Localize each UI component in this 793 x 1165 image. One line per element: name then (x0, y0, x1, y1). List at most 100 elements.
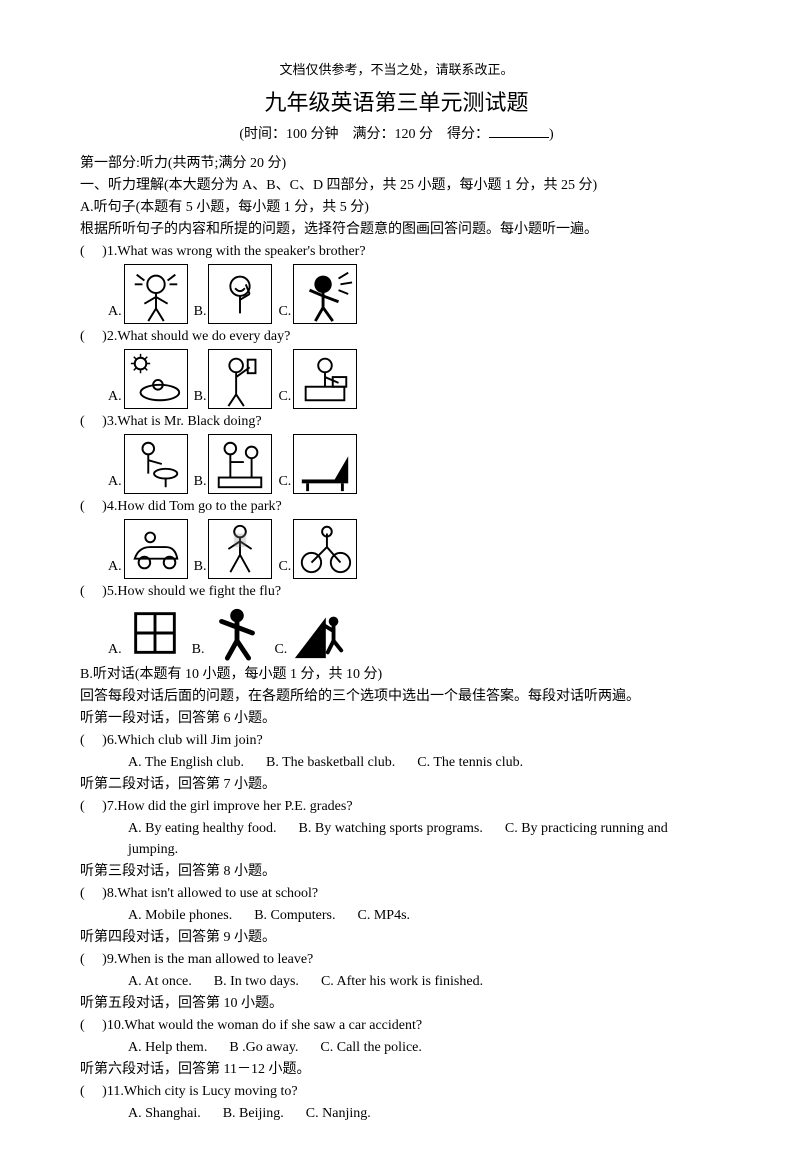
option-label: A. (108, 301, 122, 324)
exercise-icon (206, 604, 268, 662)
dialog-option[interactable]: A. By eating healthy food. (128, 821, 277, 836)
picture-option[interactable]: C. (278, 264, 357, 324)
dialog-option[interactable]: C. The tennis club. (417, 755, 523, 770)
option-label: B. (194, 386, 207, 409)
picture-option[interactable]: C. (278, 349, 357, 409)
answer-blank[interactable] (85, 883, 103, 904)
answer-blank[interactable] (85, 411, 103, 432)
answer-blank[interactable] (85, 496, 103, 517)
document-subtitle: (时间：100 分钟 满分：120 分 得分：) (80, 123, 713, 145)
by-bike-icon (293, 519, 357, 579)
picture-question: ( )5.How should we fight the flu? (80, 581, 713, 602)
question-text: )6.Which club will Jim join? (102, 733, 263, 748)
angry-icon (293, 264, 357, 324)
option-label: B. (194, 556, 207, 579)
picture-option[interactable]: B. (194, 434, 273, 494)
picture-option[interactable]: C. (278, 434, 357, 494)
dialog-options: A. By eating healthy food. B. By watching… (80, 818, 713, 860)
question-text: )3.What is Mr. Black doing? (102, 414, 261, 429)
option-label: C. (278, 556, 291, 579)
option-label: A. (108, 639, 122, 662)
picture-option[interactable]: A. (108, 264, 188, 324)
answer-blank[interactable] (85, 326, 103, 347)
answer-blank[interactable] (85, 241, 103, 262)
question-text: )7.How did the girl improve her P.E. gra… (102, 799, 352, 814)
part-a-intro3: 根据所听句子的内容和所提的问题，选择符合题意的图画回答问题。每小题听一遍。 (80, 219, 713, 240)
question-text: )5.How should we fight the flu? (102, 584, 281, 599)
cooking-icon (124, 434, 188, 494)
dialog-option[interactable]: A. At once. (128, 974, 192, 989)
picture-option[interactable]: A. (108, 434, 188, 494)
section1-heading: 第一部分:听力(共两节;满分 20 分) (80, 153, 713, 174)
picture-option[interactable]: C. (274, 604, 351, 662)
read-book-icon (293, 349, 357, 409)
dialog-option[interactable]: B. The basketball club. (266, 755, 395, 770)
dialog-option[interactable]: B. Computers. (254, 908, 335, 923)
dialog-question: ( )6.Which club will Jim join? (80, 730, 713, 751)
dialog-option[interactable]: B. In two days. (214, 974, 299, 989)
dialog-question: ( )7.How did the girl improve her P.E. g… (80, 796, 713, 817)
picture-option[interactable]: C. (278, 519, 357, 579)
dialog-option[interactable]: C. After his work is finished. (321, 974, 483, 989)
option-label: C. (278, 386, 291, 409)
disclaimer-text: 文档仅供参考，不当之处，请联系改正。 (80, 60, 713, 80)
drink-water-icon (208, 349, 272, 409)
option-label: C. (278, 301, 291, 324)
part-a-intro2: A.听句子(本题有 5 小题，每小题 1 分，共 5 分) (80, 197, 713, 218)
question-text: )9.When is the man allowed to leave? (102, 952, 313, 967)
dialog-question: ( )8.What isn't allowed to use at school… (80, 883, 713, 904)
dialog-option[interactable]: C. Nanjing. (306, 1106, 371, 1121)
subtitle-suffix: ) (549, 127, 554, 142)
picture-options-row: A. B.C. (108, 264, 713, 324)
picture-option[interactable]: A. (108, 519, 188, 579)
question-text: )8.What isn't allowed to use at school? (102, 886, 318, 901)
answer-blank[interactable] (85, 581, 103, 602)
option-label: C. (278, 471, 291, 494)
option-label: A. (108, 556, 122, 579)
dialog-options: A. Mobile phones. B. Computers. C. MP4s. (80, 905, 713, 926)
dialog-options: A. At once. B. In two days. C. After his w… (80, 971, 713, 992)
option-label: C. (274, 639, 287, 662)
sick-head-icon (124, 264, 188, 324)
score-blank[interactable] (489, 123, 549, 138)
dialog-option[interactable]: A. Help them. (128, 1040, 207, 1055)
answer-blank[interactable] (85, 1015, 103, 1036)
part-b-intro1: B.听对话(本题有 10 小题，每小题 1 分，共 10 分) (80, 664, 713, 685)
answer-blank[interactable] (85, 1081, 103, 1102)
picture-option[interactable]: B. (192, 604, 269, 662)
dialog-lead: 听第一段对话，回答第 6 小题。 (80, 708, 713, 729)
dialog-option[interactable]: A. The English club. (128, 755, 244, 770)
picture-option[interactable]: B. (194, 519, 273, 579)
dialog-option[interactable]: C. Call the police. (320, 1040, 421, 1055)
part-b-intro2: 回答每段对话后面的问题，在各题所给的三个选项中选出一个最佳答案。每段对话听两遍。 (80, 686, 713, 707)
picture-options-row: A. B. C. (108, 519, 713, 579)
dialog-option[interactable]: B. Beijing. (223, 1106, 284, 1121)
climb-icon (289, 604, 351, 662)
picture-option[interactable]: A. (108, 604, 186, 662)
answer-blank[interactable] (85, 949, 103, 970)
question-text: )11.Which city is Lucy moving to? (102, 1084, 297, 1099)
dialog-option[interactable]: A. Shanghai. (128, 1106, 201, 1121)
sunbathe-icon (124, 349, 188, 409)
question-text: )1.What was wrong with the speaker's bro… (102, 244, 365, 259)
answer-blank[interactable] (85, 730, 103, 751)
picture-option[interactable]: B. (194, 349, 273, 409)
dialog-option[interactable]: A. Mobile phones. (128, 908, 232, 923)
dialog-question: ( )9.When is the man allowed to leave? (80, 949, 713, 970)
answer-blank[interactable] (85, 796, 103, 817)
dialog-question: ( )10.What would the woman do if she saw… (80, 1015, 713, 1036)
picture-question: ( )2.What should we do every day? (80, 326, 713, 347)
option-label: B. (194, 471, 207, 494)
picture-option[interactable]: A. (108, 349, 188, 409)
dialog-option[interactable]: B .Go away. (229, 1040, 298, 1055)
picture-option[interactable]: B. (194, 264, 273, 324)
picture-options-row: A. B. C. (108, 434, 713, 494)
open-window-icon (124, 604, 186, 662)
dialog-option[interactable]: C. MP4s. (358, 908, 411, 923)
toothache-icon (208, 264, 272, 324)
picture-question: ( )4.How did Tom go to the park? (80, 496, 713, 517)
option-label: A. (108, 386, 122, 409)
question-text: )2.What should we do every day? (102, 329, 290, 344)
question-text: )10.What would the woman do if she saw a… (102, 1018, 422, 1033)
dialog-option[interactable]: B. By watching sports programs. (299, 821, 483, 836)
